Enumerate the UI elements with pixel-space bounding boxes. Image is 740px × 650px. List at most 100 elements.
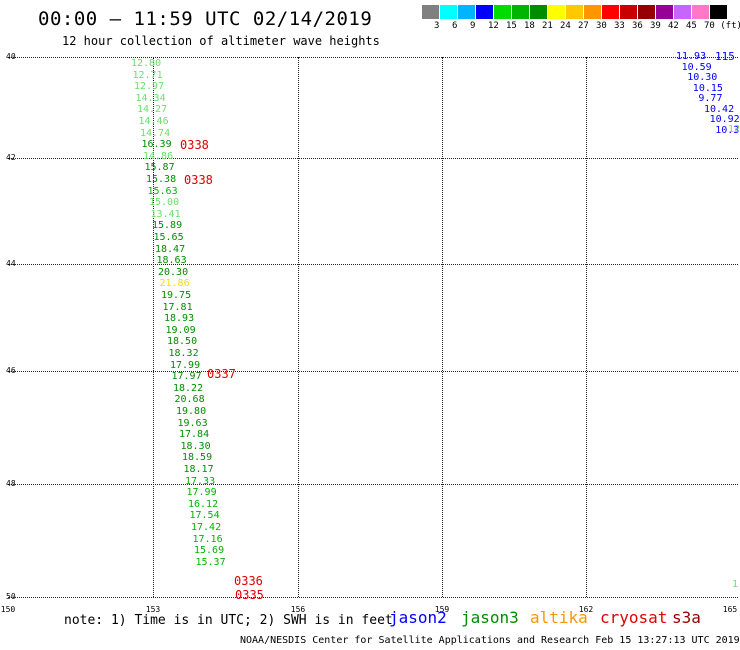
latitude-gridline (8, 158, 738, 159)
scale-swatch (458, 5, 475, 19)
color-scale-labels: 3 6 9 12 15 18 21 24 27 30 33 36 39 42 45 70 (ft) (422, 21, 740, 33)
scale-swatch (674, 5, 691, 19)
scale-label: 70 (ft) (704, 21, 740, 31)
scale-swatch (602, 5, 619, 19)
wave-height-value: 19.09 (165, 324, 196, 336)
scale-swatch (548, 5, 565, 19)
wave-height-value: 15.38 (146, 174, 177, 185)
scale-swatch (656, 5, 673, 19)
legend-item-altika: altika (530, 608, 588, 627)
scale-swatch (530, 5, 547, 19)
wave-height-value: 13.41 (150, 208, 181, 220)
scale-label: 21 (542, 21, 553, 31)
wave-height-value: 18.59 (182, 452, 213, 464)
scale-label: 39 (650, 21, 661, 31)
scale-label: 33 (614, 21, 625, 31)
scale-swatch (476, 5, 493, 19)
scale-swatch (710, 5, 727, 19)
credits-line: NOAA/NESDIS Center for Satellite Applica… (240, 635, 740, 646)
scale-label: 9 (470, 21, 476, 31)
latitude-label: 42 (6, 153, 16, 162)
scale-swatch (692, 5, 709, 19)
wave-height-value: 17.99 (170, 359, 201, 371)
wave-height-value: 15.00 (149, 197, 180, 209)
longitude-label: 159 (434, 605, 450, 614)
wave-height-value: 12.71 (132, 69, 163, 81)
scale-swatch (566, 5, 583, 19)
wave-height-value: 18.47 (155, 243, 186, 255)
longitude-label: 156 (290, 605, 306, 614)
longitude-label: 150 (0, 605, 16, 614)
wave-height-value: 10.42 (704, 103, 735, 115)
wave-height-value: 14.27 (137, 104, 168, 116)
wave-height-value: 12.97 (134, 81, 165, 93)
wave-height-value: 19.63 (177, 417, 208, 429)
wave-height-value: 17.99 (186, 487, 217, 499)
wave-height-value: 10.30 (687, 72, 718, 83)
scale-label: 42 (668, 21, 679, 31)
scale-label: 3 (434, 21, 440, 31)
longitude-gridline (442, 57, 443, 597)
latitude-gridline (8, 597, 738, 598)
wave-height-value: 15.65 (153, 232, 184, 243)
wave-height-value: 15.63 (147, 185, 178, 197)
wave-height-value: 18.93 (164, 313, 195, 325)
latitude-label: 50 (6, 592, 16, 601)
pass-time-label: 0335 (235, 588, 264, 602)
color-scale (422, 5, 728, 19)
pass-time-label: 0338 (180, 138, 209, 152)
wave-height-value: 15.89 (152, 220, 183, 232)
latitude-gridline (8, 484, 738, 485)
scale-swatch (620, 5, 637, 19)
wave-height-value: 17.81 (162, 301, 193, 313)
latitude-gridline (8, 57, 738, 58)
wave-height-value: 18.63 (156, 255, 187, 267)
wave-height-value: 20.30 (158, 266, 189, 278)
longitude-label: 162 (578, 605, 594, 614)
wave-height-value: 18.17 (183, 464, 214, 475)
scale-label: 15 (506, 21, 517, 31)
wave-height-value: 19.75 (161, 290, 192, 301)
scale-label: 6 (452, 21, 458, 31)
wave-height-value: 115 (715, 50, 735, 63)
longitude-label: 165 (722, 605, 738, 614)
scale-label: 27 (578, 21, 589, 31)
page-title: 00:00 – 11:59 UTC 02/14/2019 (38, 8, 373, 30)
wave-height-value: 14.34 (135, 92, 166, 104)
wave-height-value: 21.86 (159, 278, 190, 290)
wave-height-value: 9.77 (698, 93, 723, 104)
scale-swatch (638, 5, 655, 19)
scale-swatch (422, 5, 439, 19)
wave-height-value: 17.54 (189, 510, 220, 522)
page-subtitle: 12 hour collection of altimeter wave hei… (62, 34, 380, 48)
wave-height-value: 19.80 (176, 406, 207, 417)
pass-time-label: 0336 (234, 574, 263, 588)
wave-height-value: 10.59 (681, 61, 712, 73)
scale-label: 12 (488, 21, 499, 31)
scale-label: 24 (560, 21, 571, 31)
scale-label: 45 (686, 21, 697, 31)
wave-height-value: 11.93 (676, 51, 707, 62)
latitude-label: 46 (6, 366, 16, 375)
wave-height-value: 17.33 (185, 475, 216, 487)
wave-height-value: 15.37 (195, 556, 226, 568)
scale-label: 36 (632, 21, 643, 31)
wave-height-value: 18.32 (168, 348, 199, 359)
wave-height-value: 17.84 (179, 429, 210, 441)
scale-label: 18 (524, 21, 535, 31)
longitude-label: 153 (145, 605, 161, 614)
wave-height-value: 10.92 (709, 114, 740, 125)
wave-height-value: 14.86 (143, 150, 174, 162)
scale-swatch (494, 5, 511, 19)
wave-height-value: 17.97 (171, 371, 202, 383)
pass-time-label: 0337 (207, 367, 236, 381)
wave-height-value: 15.87 (144, 162, 175, 174)
footer-note: note: 1) Time is in UTC; 2) SWH is in fe… (64, 613, 393, 628)
wave-height-value: 17.42 (191, 522, 222, 533)
wave-height-value: 12 (728, 124, 740, 135)
wave-height-value: 16.12 (188, 498, 219, 510)
latitude-label: 48 (6, 479, 16, 488)
latitude-label: 40 (6, 52, 16, 61)
scale-swatch (584, 5, 601, 19)
latitude-gridline (8, 264, 738, 265)
